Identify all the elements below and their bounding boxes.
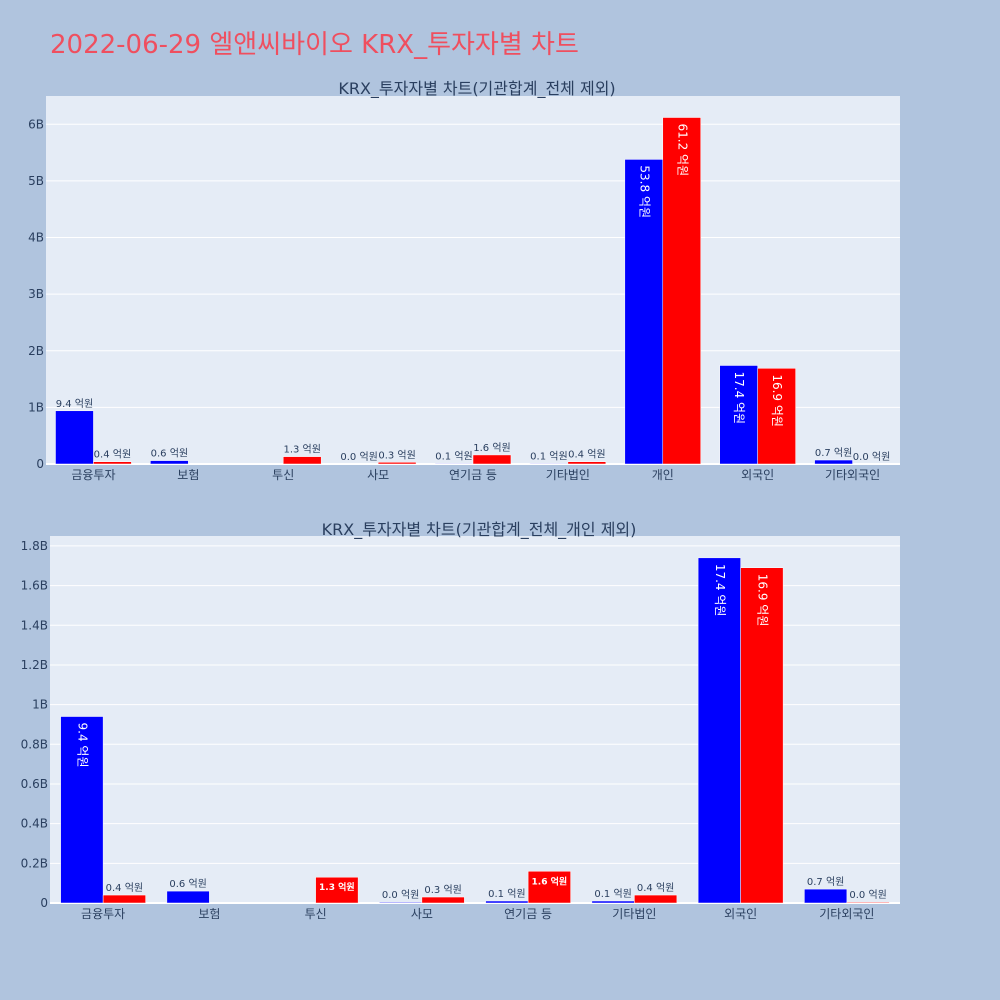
y-tick-label: 4B [28, 231, 44, 245]
bar-buy [379, 901, 423, 904]
bar-sell [315, 876, 359, 904]
data-label: 0.1 억원 [488, 888, 525, 900]
y-tick-label: 1.2B [21, 658, 48, 672]
bar-sell [846, 901, 890, 904]
x-tick-label: 외국인 [741, 468, 774, 482]
bar-sell [472, 454, 512, 465]
x-tick-label: 보험 [198, 907, 220, 921]
investor-chart-all: KRX_투자자별 차트(기관합계_전체 제외) 0 1B 2B 3B 4B 5B 6B 금융투자… [28, 79, 900, 482]
data-label: 17.4 억원 [732, 371, 746, 424]
y-tick-label: 2B [28, 344, 44, 358]
y-tick-label: 0 [36, 457, 44, 471]
y-tick-label: 1B [28, 400, 44, 414]
data-label: 9.4 억원 [56, 398, 93, 410]
x-tick-label: 금융투자 [81, 907, 125, 921]
y-tick-label: 1.8B [21, 539, 48, 553]
data-label: 0.1 억원 [435, 450, 472, 462]
x-tick-label: 사모 [367, 468, 389, 482]
bar-buy [60, 716, 104, 904]
chart-title: KRX_투자자별 차트(기관합계_전체 제외) [338, 79, 615, 99]
y-tick-label: 1B [32, 698, 48, 712]
x-tick-label: 연기금 등 [504, 907, 552, 921]
data-label: 61.2 억원 [675, 124, 689, 177]
page-title: 2022-06-29 엘앤씨바이오 KRX_투자자별 차트 [50, 30, 579, 60]
x-tick-label: 보험 [177, 468, 199, 482]
data-label: 0.4 억원 [106, 882, 143, 894]
chart-title: KRX_투자자별 차트(기관합계_전체_개인 제외) [322, 520, 637, 540]
bar-sell [662, 117, 701, 465]
bar-sell [527, 871, 571, 904]
data-label: 1.3 억원 [319, 881, 355, 893]
x-tick-label: 투신 [272, 468, 294, 482]
y-tick-label: 0.6B [21, 777, 48, 791]
data-label: 0.7 억원 [815, 447, 852, 459]
data-label: 9.4 억원 [75, 723, 89, 768]
data-label: 16.9 억원 [770, 374, 784, 427]
data-label: 0.4 억원 [94, 449, 131, 461]
bar-buy [485, 900, 529, 904]
x-tick-label: 개인 [652, 468, 674, 482]
y-tick-label: 0.8B [21, 737, 48, 751]
bar-buy [166, 890, 210, 904]
data-label: 0.3 억원 [424, 884, 461, 896]
bar-sell [740, 567, 784, 904]
bar-sell [634, 894, 678, 904]
bar-sell [757, 368, 796, 465]
x-tick-label: 외국인 [724, 907, 757, 921]
data-label: 16.9 억원 [755, 574, 769, 627]
bar-buy [814, 459, 853, 465]
bar-buy [55, 410, 94, 465]
y-tick-label: 1.6B [21, 579, 48, 593]
data-label: 0.0 억원 [382, 889, 419, 901]
y-tick-label: 6B [28, 117, 44, 131]
data-label: 0.7 억원 [807, 876, 844, 888]
x-tick-label: 기타법인 [546, 468, 590, 482]
data-label: 0.6 억원 [169, 878, 206, 890]
data-label: 0.0 억원 [853, 451, 890, 463]
data-label: 0.1 억원 [594, 888, 631, 900]
data-label: 0.0 억원 [849, 889, 886, 901]
x-tick-label: 금융투자 [71, 468, 115, 482]
data-label: 0.3 억원 [378, 449, 415, 461]
data-label: 53.8 억원 [637, 165, 651, 218]
bar-buy [150, 460, 189, 465]
x-tick-label: 사모 [411, 907, 433, 921]
bar-buy [591, 900, 635, 904]
bar-sell [567, 461, 607, 465]
data-label: 1.3 억원 [283, 444, 320, 456]
data-label: 0.4 억원 [637, 882, 674, 894]
y-tick-label: 0.4B [21, 817, 48, 831]
data-label: 1.6 억원 [532, 875, 568, 887]
data-label: 0.6 억원 [151, 448, 188, 460]
data-label: 0.4 억원 [568, 449, 605, 461]
bar-buy [697, 557, 741, 904]
y-tick-label: 5B [28, 174, 44, 188]
x-tick-label: 연기금 등 [449, 468, 497, 482]
bar-sell [102, 894, 146, 904]
x-tick-label: 기타외국인 [819, 907, 874, 921]
data-label: 1.6 억원 [473, 442, 510, 454]
data-label: 17.4 억원 [713, 564, 727, 617]
bar-sell [377, 462, 417, 465]
y-tick-label: 3B [28, 287, 44, 301]
bar-sell [93, 461, 132, 465]
data-label: 0.0 억원 [340, 451, 377, 463]
bar-buy [719, 365, 758, 465]
data-label: 0.1 억원 [530, 450, 567, 462]
bar-sell [421, 896, 465, 904]
x-tick-label: 기타외국인 [825, 468, 880, 482]
y-tick-label: 1.4B [21, 618, 48, 632]
y-tick-label: 0 [40, 896, 48, 910]
bar-buy [804, 888, 848, 904]
bar-sell [282, 456, 322, 465]
y-tick-label: 0.2B [21, 856, 48, 870]
x-tick-label: 투신 [305, 907, 327, 921]
x-tick-label: 기타법인 [612, 907, 656, 921]
